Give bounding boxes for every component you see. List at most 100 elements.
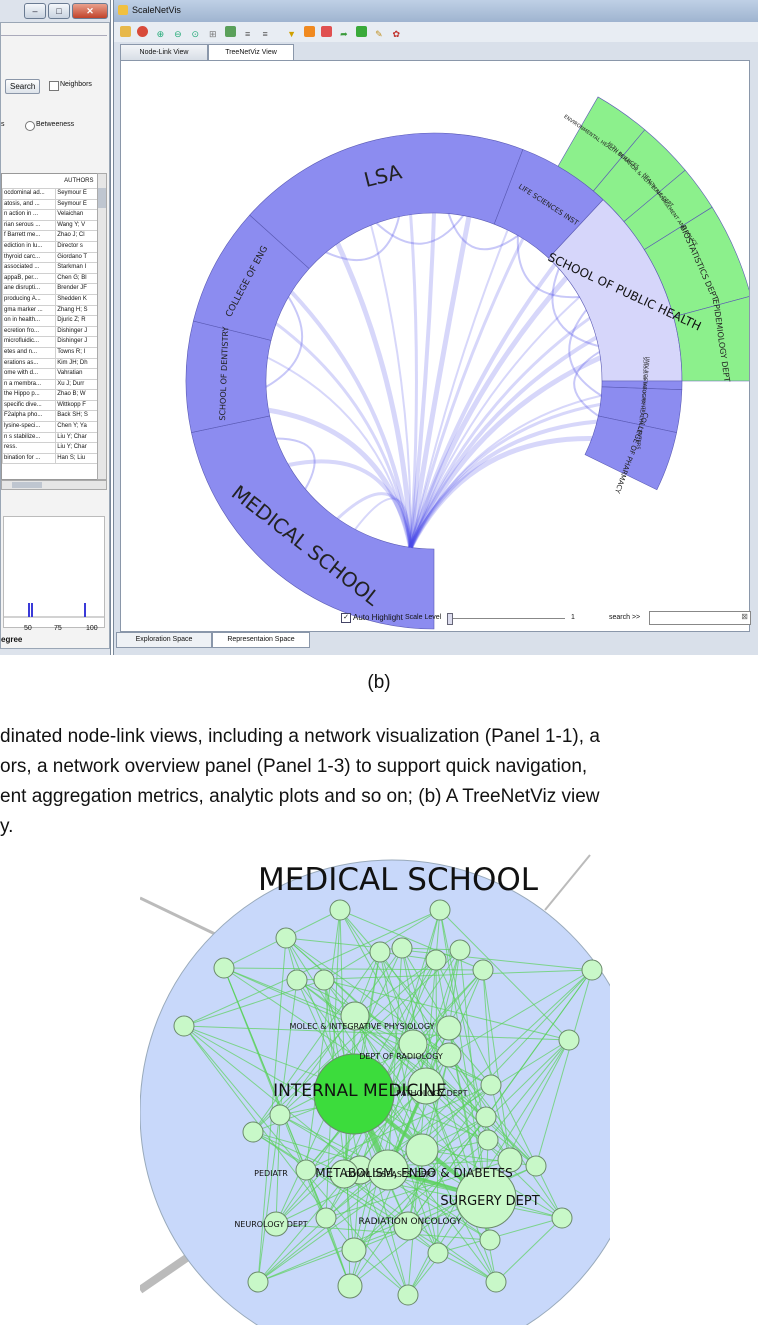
table-row[interactable]: lysine-speci... Chen Y; Ya — [2, 421, 98, 433]
department-node[interactable] — [329, 899, 351, 921]
department-node[interactable] — [525, 1155, 547, 1177]
department-node[interactable] — [427, 1242, 449, 1264]
department-node[interactable] — [393, 1211, 423, 1241]
department-node[interactable] — [407, 1067, 445, 1105]
department-node[interactable] — [341, 1237, 367, 1263]
table-row[interactable]: ome with d... Vahratian — [2, 368, 98, 380]
open-folder-icon[interactable] — [120, 26, 131, 37]
department-node[interactable] — [477, 1129, 499, 1151]
department-node[interactable] — [247, 1271, 269, 1293]
table-row[interactable]: n action in ... Velaichan — [2, 209, 98, 221]
department-node[interactable] — [398, 1029, 428, 1059]
department-node[interactable] — [429, 899, 451, 921]
neighbors-checkbox[interactable] — [49, 81, 59, 91]
department-node[interactable] — [242, 1121, 264, 1143]
settings-icon[interactable]: ✿ — [392, 29, 401, 39]
department-node[interactable] — [551, 1207, 573, 1229]
department-node[interactable] — [436, 1015, 462, 1041]
department-node[interactable] — [295, 1159, 317, 1181]
close-icon[interactable]: ✕ — [72, 3, 108, 19]
table-row[interactable]: ane disrupti... Brender JF — [2, 283, 98, 295]
table-row[interactable]: n s stabilize... Liu Y; Char — [2, 431, 98, 444]
filter-icon[interactable]: ▼ — [287, 29, 297, 39]
department-node[interactable] — [369, 941, 391, 963]
department-node[interactable] — [173, 1015, 195, 1037]
table-row[interactable]: rian serous ... Wang Y; V — [2, 219, 98, 232]
medical-school-segment[interactable] — [191, 415, 435, 630]
hscrollbar-thumb[interactable] — [12, 482, 42, 488]
refresh-icon[interactable]: ➦ — [340, 29, 348, 39]
department-node[interactable] — [480, 1074, 502, 1096]
chart-icon[interactable] — [355, 26, 367, 37]
layout-icon[interactable] — [224, 26, 236, 37]
table-row[interactable]: ediction in lu... Director s — [2, 240, 98, 253]
table-row[interactable]: associated ... Starkman I — [2, 262, 98, 274]
minimize-icon[interactable]: – — [24, 3, 46, 19]
wrench-icon[interactable]: ✎ — [375, 29, 383, 39]
zoom-out-icon[interactable]: ⊖ — [174, 29, 182, 39]
table-row[interactable]: thyroid carc... Giordano T — [2, 251, 98, 264]
maximize-icon[interactable]: □ — [48, 3, 70, 19]
department-node[interactable] — [340, 1001, 370, 1031]
slider-handle[interactable] — [447, 613, 453, 625]
tab-exploration-space[interactable]: Exploration Space — [116, 632, 212, 648]
search-button[interactable]: Search — [5, 79, 41, 94]
department-node[interactable] — [263, 1211, 289, 1237]
align-left-icon[interactable]: ≡ — [245, 29, 251, 39]
department-node[interactable] — [485, 1271, 507, 1293]
department-node[interactable] — [449, 939, 471, 961]
department-node[interactable] — [558, 1029, 580, 1051]
table-row[interactable]: ocdominal ad... Seymour E — [2, 188, 98, 200]
tab-treenetviz-view[interactable]: TreeNetViz View — [208, 44, 294, 61]
department-node[interactable] — [405, 1133, 439, 1167]
department-node[interactable] — [472, 959, 494, 981]
table-row[interactable]: F2alpha pho... Back SH; S — [2, 410, 98, 423]
department-node[interactable] — [275, 927, 297, 949]
table-row[interactable]: producing A... Shedden K — [2, 293, 98, 306]
department-node[interactable] — [581, 959, 603, 981]
scale-level-slider[interactable] — [447, 613, 565, 625]
department-node[interactable] — [329, 1159, 359, 1189]
treenetviz-canvas[interactable]: LSA COLLEGE OF ENG SCHOOL OF DENTISTRY LIFE… — [120, 60, 758, 632]
table-row[interactable]: n a membra... Xu J; Durr — [2, 378, 98, 391]
zoom-in-icon[interactable]: ⊕ — [156, 29, 165, 39]
department-node[interactable] — [337, 1273, 363, 1299]
table-hscrollbar[interactable] — [1, 480, 107, 490]
export-icon[interactable] — [320, 26, 332, 37]
department-node[interactable] — [313, 1053, 395, 1135]
search-input[interactable]: ⊠ — [649, 611, 751, 625]
table-row[interactable]: f Barrett me... Zhao J; Cl — [2, 230, 98, 242]
grid-icon[interactable]: ⊞ — [208, 29, 217, 39]
pharmacy-segment[interactable] — [584, 415, 677, 491]
table-row[interactable]: the Hippo p... Zhao B; W — [2, 389, 98, 401]
scrollbar-thumb[interactable] — [98, 188, 106, 208]
play-icon[interactable] — [303, 26, 315, 37]
department-node[interactable] — [286, 969, 308, 991]
table-row[interactable]: microfluidic... Dishinger J — [2, 336, 98, 348]
table-row[interactable]: atosis, and ... Seymour E — [2, 198, 98, 211]
department-node[interactable] — [315, 1207, 337, 1229]
table-row[interactable]: appaB, per... Chen G; Bl — [2, 272, 98, 285]
table-row[interactable]: etes and n... Towns R; I — [2, 346, 98, 359]
zoom-fit-icon[interactable]: ⊙ — [191, 29, 200, 39]
table-row[interactable]: ecretion fro... Dishinger J — [2, 325, 98, 338]
department-node[interactable] — [269, 1104, 291, 1126]
table-row[interactable]: on in health... Djuric Z; R — [2, 315, 98, 327]
auto-highlight-checkbox[interactable]: ✓ — [341, 613, 351, 623]
table-row[interactable]: gma marker ... Zhang H; S — [2, 304, 98, 317]
department-node[interactable] — [367, 1149, 409, 1191]
stop-icon[interactable] — [137, 26, 149, 37]
tab-representation-space[interactable]: Representaion Space — [212, 632, 310, 648]
department-node[interactable] — [455, 1167, 517, 1229]
department-node[interactable] — [397, 1284, 419, 1306]
department-node[interactable] — [479, 1229, 501, 1251]
tab-node-link-view[interactable]: Node-Link View — [120, 44, 208, 60]
table-row[interactable]: erations as... Kim JH; Dh — [2, 357, 98, 370]
department-node[interactable] — [475, 1106, 497, 1128]
department-node[interactable] — [497, 1147, 523, 1173]
department-node[interactable] — [391, 937, 413, 959]
table-row[interactable]: specific dive... Wittkopp F — [2, 399, 98, 412]
table-scrollbar[interactable] — [97, 173, 107, 480]
department-node[interactable] — [436, 1042, 462, 1068]
department-node[interactable] — [213, 957, 235, 979]
